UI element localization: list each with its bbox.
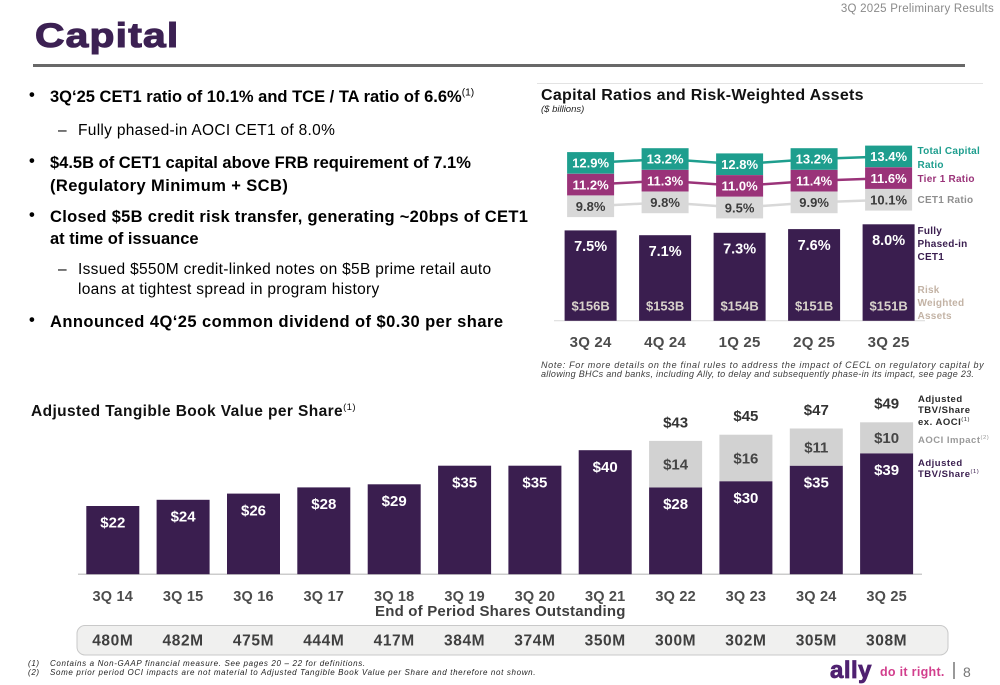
svg-text:3Q 15: 3Q 15 bbox=[163, 589, 204, 605]
svg-text:$151B: $151B bbox=[869, 298, 907, 313]
svg-text:$40: $40 bbox=[593, 459, 618, 476]
svg-text:384M: 384M bbox=[444, 632, 485, 649]
svg-text:444M: 444M bbox=[303, 632, 344, 649]
svg-text:374M: 374M bbox=[514, 632, 555, 649]
svg-text:$39: $39 bbox=[874, 462, 899, 479]
svg-text:300M: 300M bbox=[655, 632, 696, 649]
svg-text:$16: $16 bbox=[733, 450, 758, 467]
svg-text:480M: 480M bbox=[92, 632, 133, 649]
svg-text:$10: $10 bbox=[874, 430, 899, 447]
svg-text:$30: $30 bbox=[733, 490, 758, 507]
svg-text:302M: 302M bbox=[725, 632, 766, 649]
svg-text:$35: $35 bbox=[804, 474, 829, 491]
svg-text:482M: 482M bbox=[163, 632, 204, 649]
svg-text:9.8%: 9.8% bbox=[576, 199, 606, 214]
svg-text:$47: $47 bbox=[804, 402, 829, 419]
svg-text:7.1%: 7.1% bbox=[649, 244, 682, 260]
svg-text:$28: $28 bbox=[311, 496, 336, 513]
svg-text:417M: 417M bbox=[374, 632, 415, 649]
svg-text:11.2%: 11.2% bbox=[573, 177, 610, 192]
svg-text:$49: $49 bbox=[874, 396, 899, 413]
svg-text:13.4%: 13.4% bbox=[870, 149, 907, 164]
svg-text:$153B: $153B bbox=[646, 298, 684, 313]
svg-text:7.6%: 7.6% bbox=[798, 238, 831, 254]
svg-text:305M: 305M bbox=[796, 632, 837, 649]
svg-text:$35: $35 bbox=[452, 474, 477, 491]
svg-text:$29: $29 bbox=[382, 493, 407, 510]
svg-text:$156B: $156B bbox=[571, 298, 609, 313]
svg-text:7.5%: 7.5% bbox=[574, 239, 607, 255]
svg-text:350M: 350M bbox=[585, 632, 626, 649]
svg-text:$35: $35 bbox=[522, 474, 547, 491]
svg-text:4Q 24: 4Q 24 bbox=[644, 334, 686, 351]
svg-text:$26: $26 bbox=[241, 502, 266, 519]
svg-text:308M: 308M bbox=[866, 632, 907, 649]
svg-text:3Q 14: 3Q 14 bbox=[93, 589, 134, 605]
svg-text:$43: $43 bbox=[663, 414, 688, 431]
svg-text:3Q 23: 3Q 23 bbox=[726, 589, 767, 605]
svg-text:$14: $14 bbox=[663, 457, 689, 474]
svg-text:$28: $28 bbox=[663, 496, 688, 513]
svg-text:3Q 18: 3Q 18 bbox=[374, 589, 415, 605]
svg-text:12.8%: 12.8% bbox=[721, 157, 758, 172]
svg-text:2Q 25: 2Q 25 bbox=[793, 334, 835, 351]
svg-text:$151B: $151B bbox=[795, 298, 833, 313]
svg-text:3Q 17: 3Q 17 bbox=[304, 589, 345, 605]
svg-text:11.0%: 11.0% bbox=[722, 179, 759, 194]
svg-text:$22: $22 bbox=[100, 515, 125, 532]
svg-text:3Q 24: 3Q 24 bbox=[570, 334, 612, 351]
svg-text:$154B: $154B bbox=[720, 298, 758, 313]
svg-text:12.9%: 12.9% bbox=[572, 156, 609, 171]
svg-text:3Q 16: 3Q 16 bbox=[233, 589, 274, 605]
svg-text:1Q 25: 1Q 25 bbox=[719, 334, 761, 351]
svg-text:$11: $11 bbox=[804, 440, 828, 457]
svg-text:3Q 25: 3Q 25 bbox=[866, 589, 907, 605]
svg-text:11.4%: 11.4% bbox=[796, 173, 833, 188]
svg-text:$45: $45 bbox=[733, 408, 758, 425]
svg-text:3Q 20: 3Q 20 bbox=[515, 589, 556, 605]
svg-text:11.3%: 11.3% bbox=[647, 173, 684, 188]
svg-text:$24: $24 bbox=[171, 509, 197, 526]
svg-text:3Q 24: 3Q 24 bbox=[796, 589, 837, 605]
svg-text:3Q 22: 3Q 22 bbox=[655, 589, 696, 605]
svg-text:3Q 19: 3Q 19 bbox=[444, 589, 485, 605]
svg-text:9.8%: 9.8% bbox=[650, 195, 680, 210]
svg-text:475M: 475M bbox=[233, 632, 274, 649]
svg-text:13.2%: 13.2% bbox=[796, 152, 833, 167]
svg-text:8.0%: 8.0% bbox=[872, 233, 905, 249]
svg-text:11.6%: 11.6% bbox=[871, 171, 908, 186]
svg-text:10.1%: 10.1% bbox=[870, 193, 907, 208]
svg-text:7.3%: 7.3% bbox=[723, 242, 756, 258]
svg-text:3Q 25: 3Q 25 bbox=[868, 334, 910, 351]
svg-text:3Q 21: 3Q 21 bbox=[585, 589, 626, 605]
svg-text:13.2%: 13.2% bbox=[647, 152, 684, 167]
svg-text:9.5%: 9.5% bbox=[725, 200, 755, 215]
svg-text:9.9%: 9.9% bbox=[799, 195, 829, 210]
